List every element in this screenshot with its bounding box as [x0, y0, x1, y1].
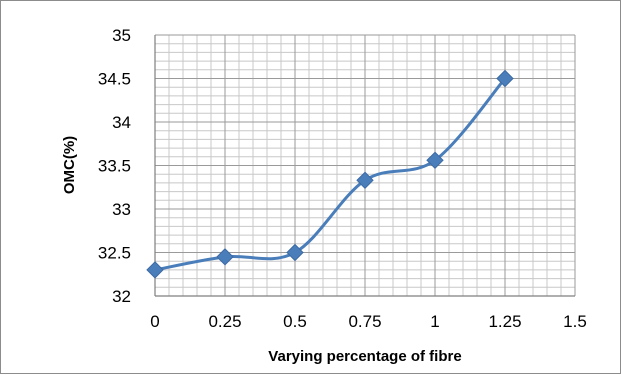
- y-tick-label: 32: [112, 287, 131, 306]
- tick-labels: 0 0.25 0.5 0.75 1 1.25 1.5 32 32.5 33 33.5 34 34.5 35: [98, 26, 587, 331]
- y-tick-label: 32.5: [98, 244, 131, 263]
- x-tick-label: 1.5: [563, 312, 587, 331]
- x-axis-title: Varying percentage of fibre: [268, 348, 461, 365]
- x-tick-label: 1.25: [488, 312, 521, 331]
- data-point-marker: [356, 171, 374, 189]
- y-tick-label: 34.5: [98, 70, 131, 89]
- data-point-marker: [426, 151, 444, 169]
- x-tick-label: 1: [430, 312, 439, 331]
- y-tick-label: 33: [112, 200, 131, 219]
- data-point-marker: [146, 261, 164, 279]
- series-layer: [146, 69, 514, 279]
- data-point-marker: [496, 69, 514, 88]
- x-tick-label: 0.25: [208, 312, 241, 331]
- data-point-marker: [286, 243, 304, 262]
- y-tick-label: 33.5: [98, 157, 131, 176]
- y-tick-label: 34: [112, 113, 131, 132]
- grid: [154, 34, 576, 297]
- x-tick-label: 0.5: [283, 312, 307, 331]
- x-tick-label: 0.75: [348, 312, 381, 331]
- x-tick-label: 0: [150, 312, 159, 331]
- y-axis-title: OMC(%): [61, 136, 78, 194]
- y-tick-label: 35: [112, 26, 131, 45]
- data-point-marker: [216, 248, 234, 266]
